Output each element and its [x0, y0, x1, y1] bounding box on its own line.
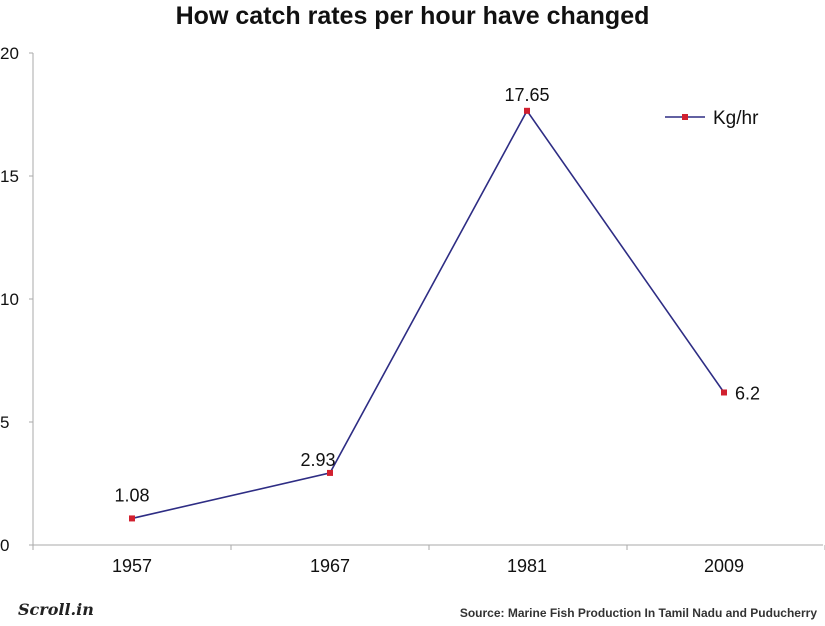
series-line	[131, 109, 725, 520]
legend-label: Kg/hr	[713, 108, 759, 129]
data-point	[129, 515, 135, 522]
y-tick-label: 15	[0, 167, 19, 186]
y-axis-ticks: 0 5 10 15 20	[0, 44, 33, 555]
data-point	[327, 469, 333, 476]
data-labels: 1.08 2.93 17.65 6.2	[114, 85, 760, 506]
data-label: 2.93	[300, 450, 335, 470]
data-label: 6.2	[735, 383, 760, 403]
x-tick-label: 1981	[507, 556, 547, 576]
series-layer	[129, 107, 727, 522]
data-point	[721, 389, 727, 396]
chart-title: How catch rates per hour have changed	[175, 2, 650, 30]
x-tick-label: 1957	[112, 556, 152, 576]
x-tick-label: 2009	[704, 556, 744, 576]
y-tick-label: 20	[0, 44, 19, 63]
y-tick-label: 10	[0, 290, 19, 309]
x-axis-ticks: 1957 1967 1981 2009	[32, 545, 825, 576]
legend-marker	[682, 114, 688, 120]
data-label: 1.08	[114, 485, 149, 505]
axes	[32, 53, 823, 546]
brand-logo: Scroll.in	[18, 600, 94, 619]
legend: Kg/hr	[665, 108, 759, 129]
x-tick-label: 1967	[310, 556, 350, 576]
source-note: Source: Marine Fish Production In Tamil …	[459, 606, 817, 620]
y-tick-label: 5	[0, 413, 9, 432]
data-point	[524, 107, 530, 114]
data-label: 17.65	[504, 85, 549, 105]
y-tick-label: 0	[0, 536, 9, 555]
